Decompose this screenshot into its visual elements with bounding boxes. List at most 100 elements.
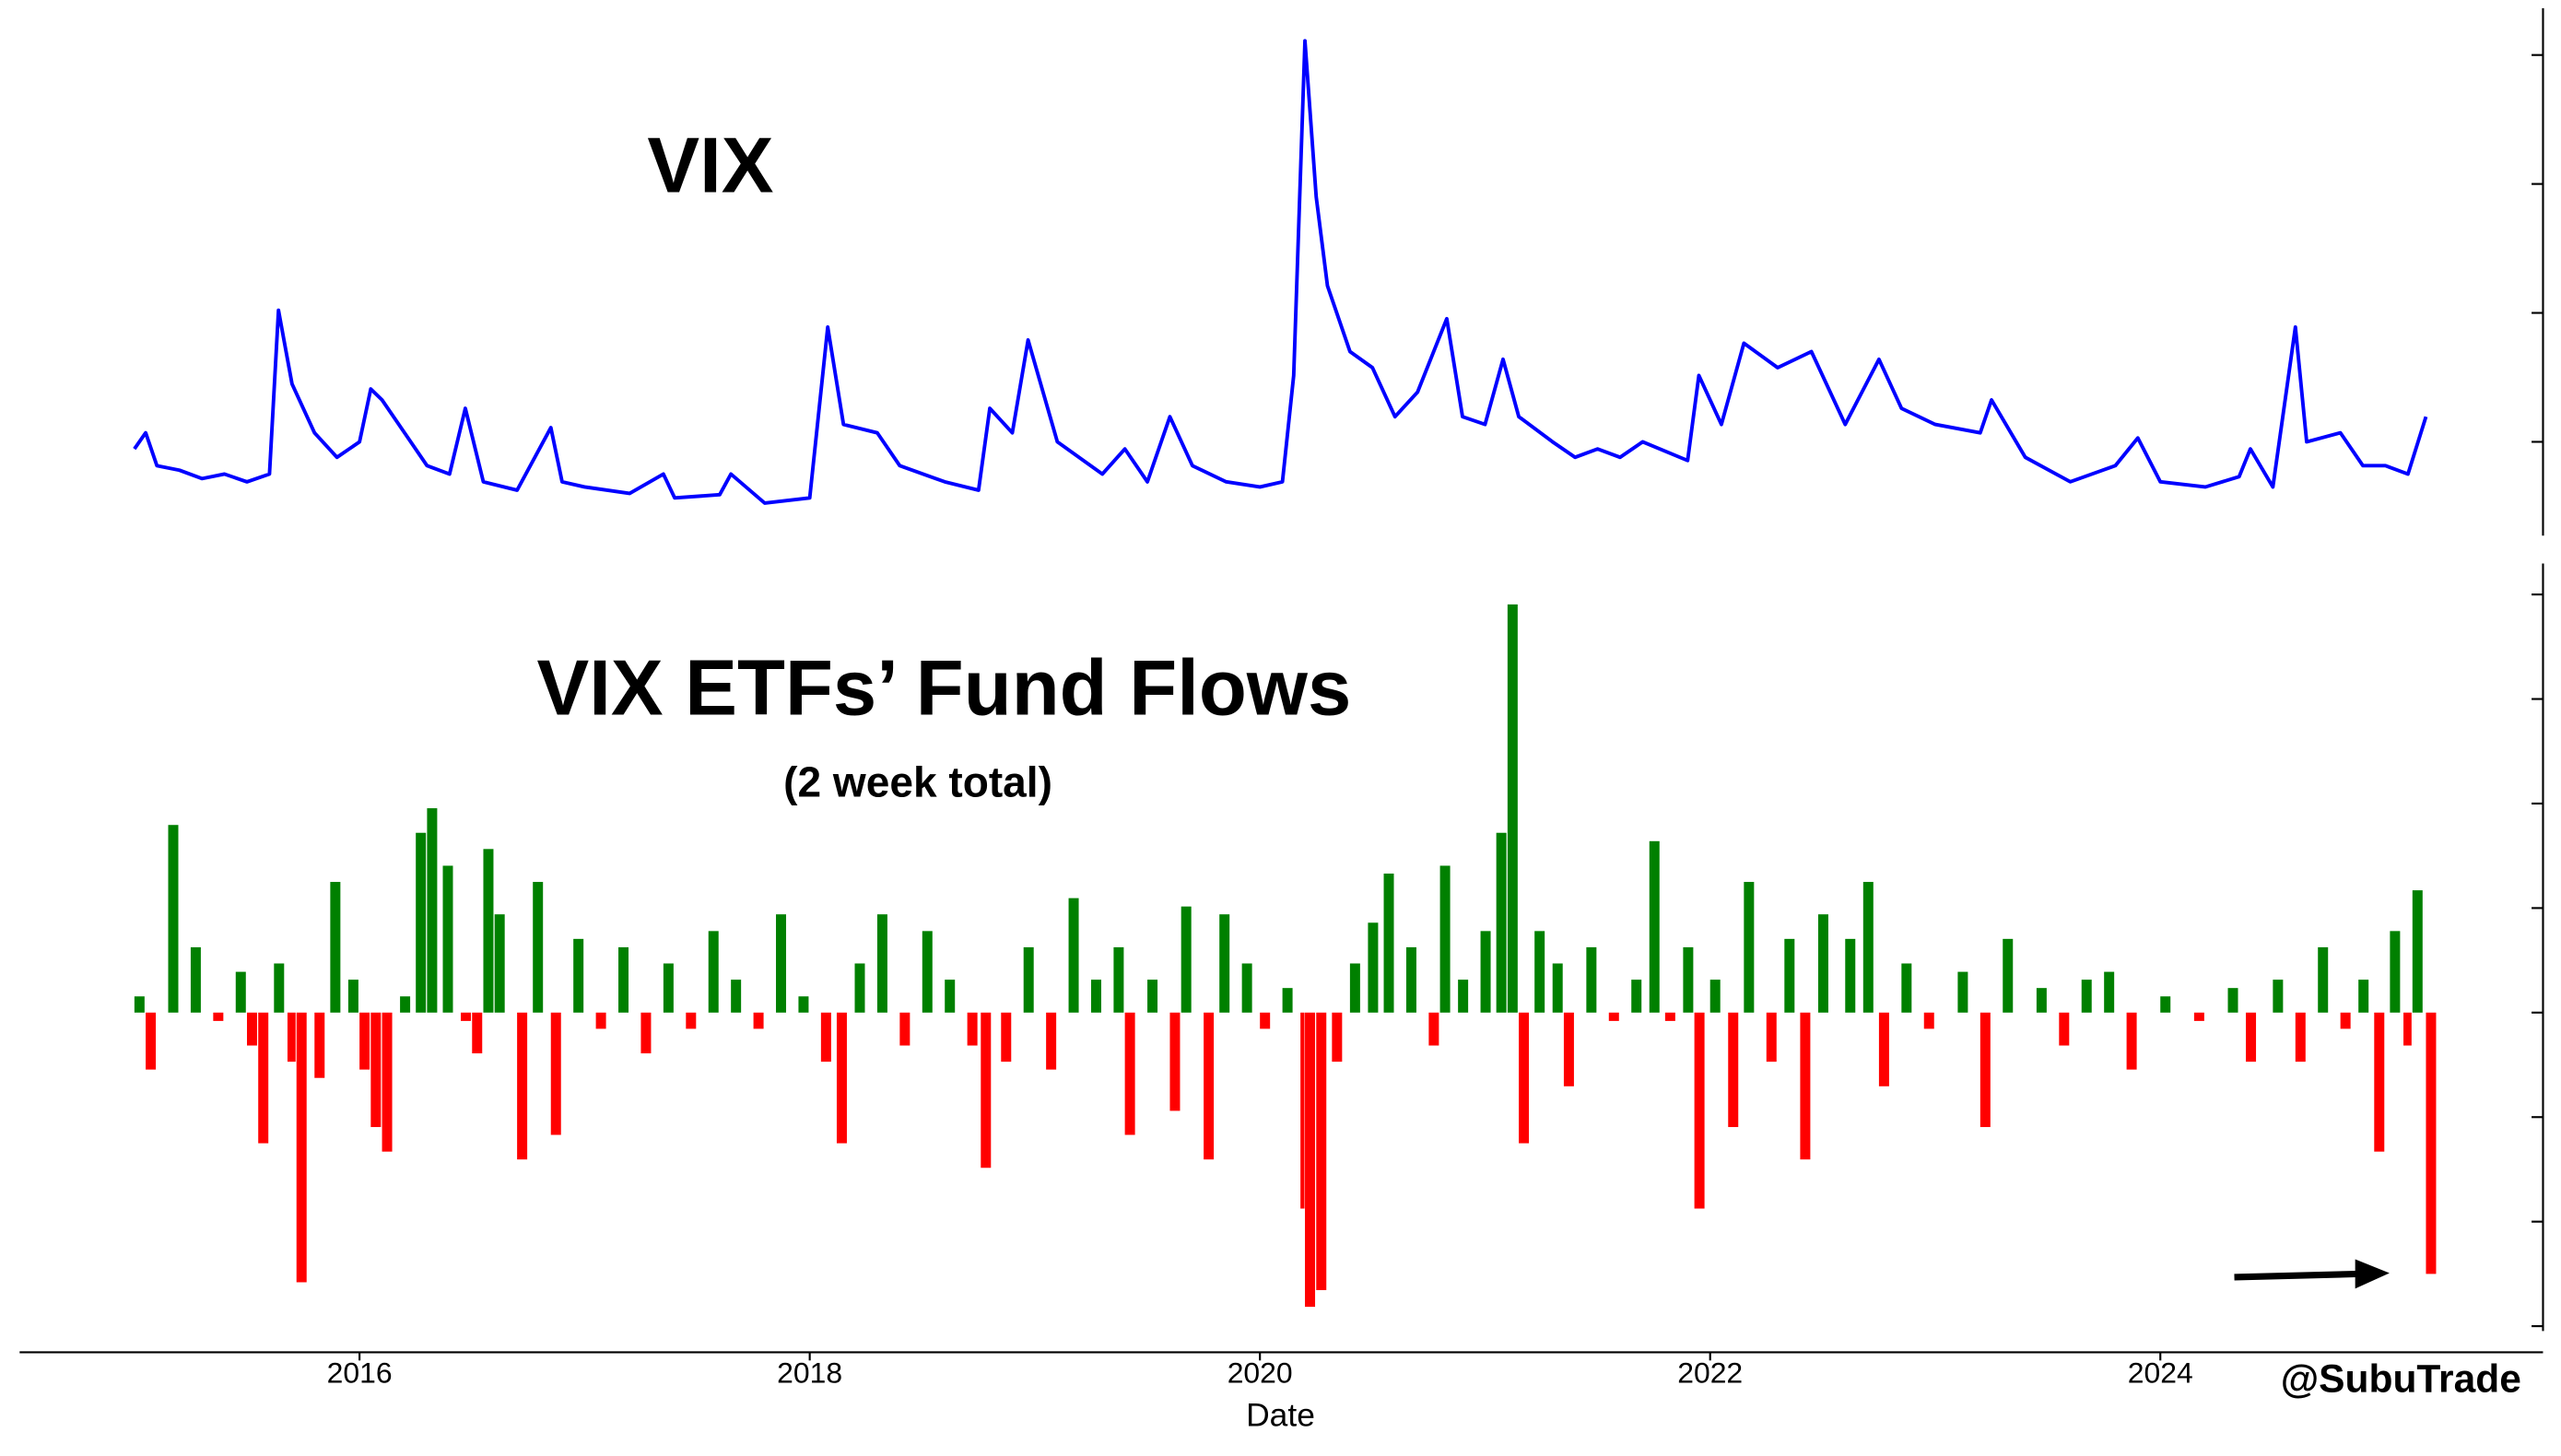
flow-bar bbox=[1349, 963, 1360, 1013]
flow-bar bbox=[1552, 963, 1563, 1013]
flow-bar bbox=[2426, 1012, 2437, 1274]
flow-bar bbox=[663, 963, 674, 1013]
flow-bar bbox=[1800, 1012, 1811, 1160]
flow-bar bbox=[1023, 946, 1034, 1013]
flow-bar bbox=[2374, 1012, 2385, 1152]
flow-bar bbox=[1979, 1012, 1991, 1128]
flow-bar bbox=[1664, 1012, 1675, 1021]
flow-bar bbox=[442, 865, 453, 1013]
flow-bar bbox=[2246, 1012, 2257, 1063]
flow-bar bbox=[1519, 1012, 1530, 1144]
flow-bar bbox=[2126, 1012, 2137, 1070]
flow-bar bbox=[274, 963, 285, 1013]
flow-bar bbox=[2104, 971, 2115, 1013]
flow-bar bbox=[2295, 1012, 2306, 1063]
flow-bar bbox=[533, 882, 544, 1013]
flow-bar bbox=[1586, 946, 1597, 1013]
flow-bar bbox=[854, 963, 865, 1013]
flow-bar bbox=[967, 1012, 978, 1046]
flow-bar bbox=[370, 1012, 382, 1128]
flow-bar bbox=[2358, 980, 2369, 1013]
flow-bar bbox=[213, 1012, 224, 1021]
flow-bar bbox=[287, 1012, 296, 1063]
flow-bar bbox=[2227, 988, 2238, 1013]
flow-bar bbox=[246, 1012, 257, 1046]
flow-bar bbox=[1405, 946, 1416, 1013]
flow-bar bbox=[1383, 873, 1394, 1013]
flow-bar bbox=[190, 946, 201, 1013]
flow-bar bbox=[1068, 898, 1079, 1013]
flow-bar bbox=[359, 1012, 370, 1070]
flow-bar bbox=[708, 931, 719, 1013]
flow-bar bbox=[1728, 1012, 1739, 1128]
flows-title: VIX ETFs’ Fund Flows bbox=[537, 645, 1352, 733]
flow-bar bbox=[2403, 1012, 2412, 1046]
flow-bar bbox=[820, 1012, 831, 1063]
flow-bar bbox=[1766, 1012, 1777, 1063]
flow-bar bbox=[981, 1012, 992, 1168]
flow-bar bbox=[296, 1012, 307, 1283]
flow-bar bbox=[2160, 996, 2171, 1013]
flow-bar bbox=[235, 971, 246, 1013]
flow-bar bbox=[776, 914, 787, 1013]
flow-bar bbox=[595, 1012, 606, 1029]
flow-bar bbox=[945, 980, 956, 1013]
arrow-head bbox=[2355, 1259, 2390, 1289]
flow-bar bbox=[2193, 1012, 2204, 1021]
flow-bar bbox=[1709, 980, 1721, 1013]
flow-bar bbox=[1147, 980, 1158, 1013]
flow-bar bbox=[836, 1012, 847, 1144]
flow-bar bbox=[1113, 946, 1124, 1013]
watermark: @SubuTrade bbox=[2281, 1357, 2521, 1402]
flow-bar bbox=[382, 1012, 393, 1152]
x-tick-label: 2024 bbox=[2128, 1356, 2193, 1390]
flow-bar bbox=[1784, 938, 1795, 1013]
flow-bar bbox=[1901, 963, 1912, 1013]
flow-bar bbox=[461, 1012, 472, 1021]
flow-bar bbox=[416, 832, 427, 1013]
flow-bar bbox=[1957, 971, 1968, 1013]
flow-bar bbox=[899, 1012, 910, 1046]
flow-bar bbox=[2412, 890, 2423, 1013]
flow-bar bbox=[573, 938, 584, 1013]
flow-bar bbox=[2003, 938, 2014, 1013]
flow-bar bbox=[686, 1012, 697, 1029]
flow-bar bbox=[427, 808, 438, 1013]
flow-bar bbox=[1845, 938, 1856, 1013]
flow-bar bbox=[618, 946, 629, 1013]
flow-bar bbox=[1305, 1012, 1316, 1308]
flow-bar bbox=[1923, 1012, 1934, 1029]
flows-subtitle: (2 week total) bbox=[783, 758, 1052, 806]
flow-bar bbox=[731, 980, 742, 1013]
flow-bar bbox=[1046, 1012, 1057, 1070]
flow-bar bbox=[1507, 604, 1518, 1013]
flow-bar bbox=[922, 931, 933, 1013]
flow-bar bbox=[494, 914, 505, 1013]
flow-bar bbox=[1744, 882, 1755, 1013]
flow-bar bbox=[798, 996, 809, 1013]
flow-bar bbox=[146, 1012, 157, 1070]
flow-bar bbox=[483, 849, 494, 1013]
flow-bar bbox=[1631, 980, 1642, 1013]
flow-bar bbox=[1316, 1012, 1327, 1290]
flow-bar bbox=[168, 825, 179, 1013]
flow-bar bbox=[1260, 1012, 1271, 1029]
flow-bar bbox=[640, 1012, 652, 1054]
flow-bar bbox=[1683, 946, 1694, 1013]
flow-bar bbox=[1878, 1012, 1889, 1086]
flow-bar bbox=[400, 996, 411, 1013]
flow-bar bbox=[1428, 1012, 1439, 1046]
flow-bar bbox=[2036, 988, 2047, 1013]
flow-bar bbox=[330, 882, 341, 1013]
flow-bar bbox=[1241, 963, 1252, 1013]
flow-bar bbox=[1001, 1012, 1012, 1063]
flow-bar bbox=[1480, 931, 1491, 1013]
flow-bar bbox=[517, 1012, 528, 1160]
flow-bar bbox=[2390, 931, 2401, 1013]
x-axis-label: Date bbox=[1246, 1397, 1315, 1434]
flow-bar bbox=[1458, 980, 1469, 1013]
vix-title: VIX bbox=[647, 123, 773, 210]
flow-bar bbox=[1124, 1012, 1135, 1135]
flow-bar bbox=[2318, 946, 2329, 1013]
